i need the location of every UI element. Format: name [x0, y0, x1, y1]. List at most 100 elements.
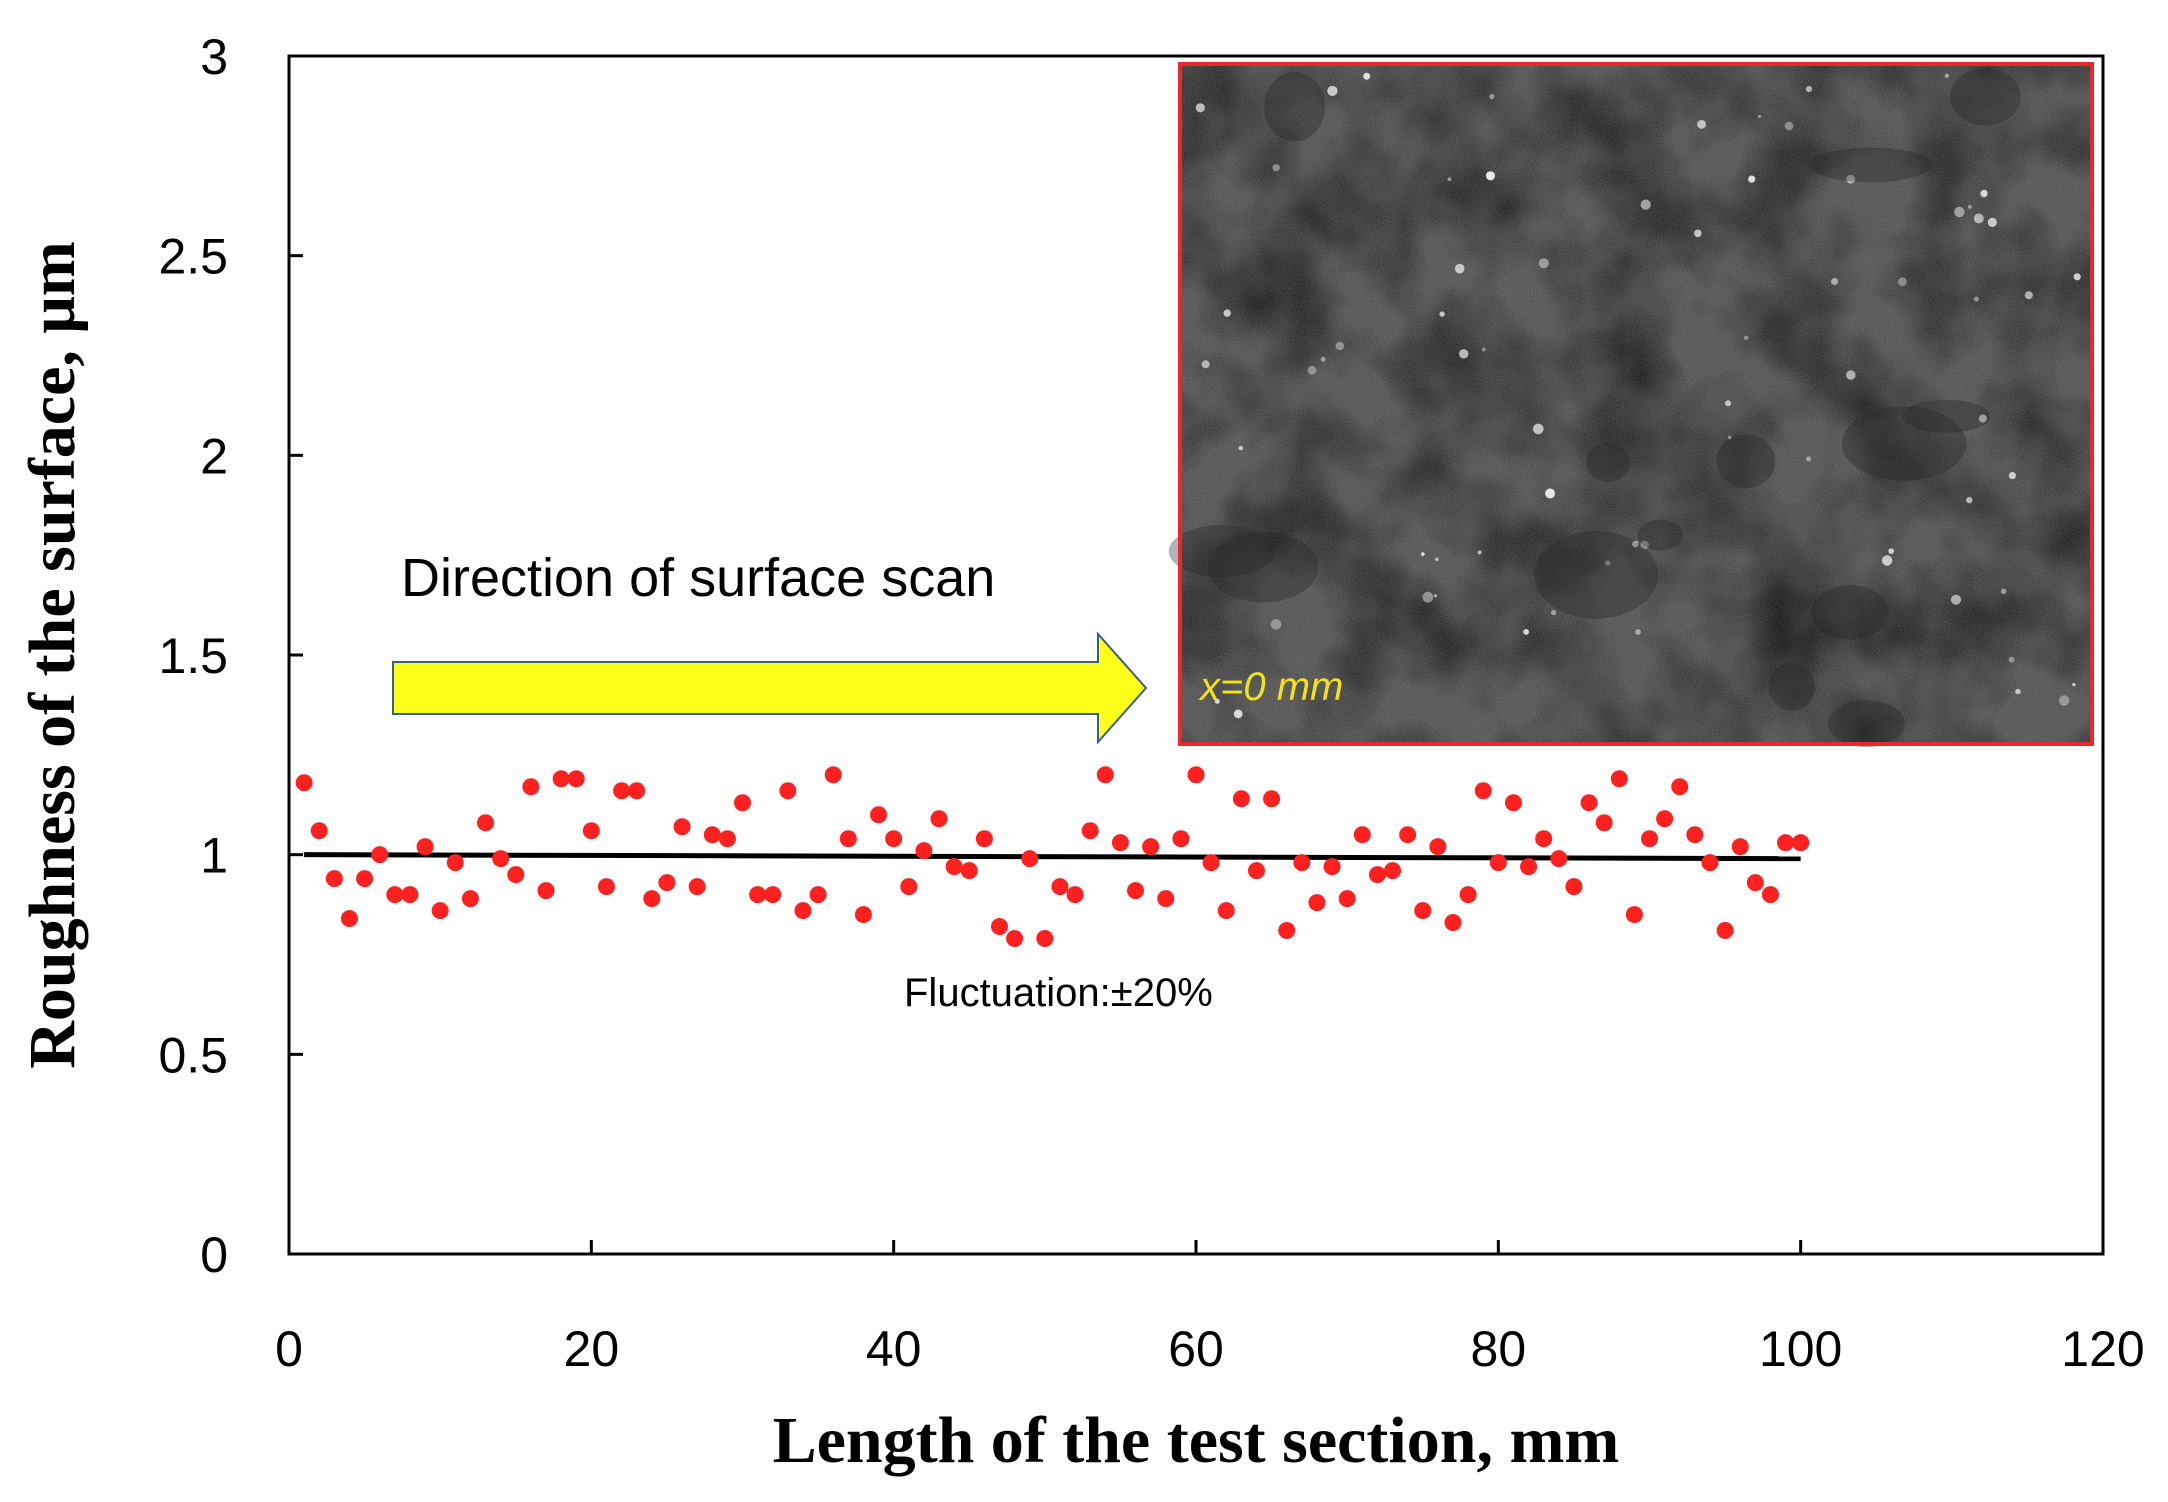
micrograph-speckle — [1697, 120, 1706, 129]
data-point — [567, 770, 585, 788]
data-point — [824, 766, 842, 784]
data-points — [295, 766, 1810, 948]
micrograph-dark-region — [1841, 406, 1967, 481]
data-point — [1006, 930, 1024, 948]
micrograph-speckle — [1635, 629, 1641, 635]
data-point — [477, 814, 495, 832]
data-point — [1157, 890, 1175, 908]
micrograph-speckle — [1881, 555, 1893, 566]
micrograph-speckle — [1233, 709, 1243, 719]
micrograph-speckle — [1320, 356, 1326, 362]
arrow-label: Direction of surface scan — [401, 548, 995, 608]
data-point — [1384, 862, 1402, 880]
data-point — [1202, 854, 1220, 872]
data-point — [1096, 766, 1114, 784]
data-point — [1021, 850, 1039, 868]
data-point — [325, 870, 343, 888]
data-point — [764, 886, 782, 904]
micrograph-speckle — [1454, 263, 1465, 274]
data-point — [1353, 826, 1371, 844]
micrograph-speckle — [1728, 435, 1732, 440]
micrograph-speckle — [1422, 591, 1434, 603]
data-point — [734, 794, 751, 812]
micrograph-dark-region — [1716, 434, 1776, 489]
y-tick-label: 2 — [200, 428, 228, 484]
micrograph-dark-region — [1811, 585, 1889, 640]
micrograph-speckle — [2073, 273, 2081, 281]
data-point — [1142, 838, 1160, 856]
data-point — [1777, 834, 1795, 852]
micrograph-speckle — [1968, 205, 1972, 209]
data-point — [1746, 874, 1764, 892]
micrograph-speckle — [1640, 540, 1649, 550]
micrograph-speckle — [2000, 588, 2007, 595]
y-axis-title: Roughness of the surface, μm — [16, 241, 89, 1069]
mean-trend-line-layer — [304, 852, 1801, 862]
micrograph-speckle — [1433, 594, 1437, 598]
micrograph-speckle — [1523, 629, 1529, 635]
data-point — [1051, 878, 1069, 896]
data-point — [930, 810, 948, 828]
data-point — [371, 846, 389, 864]
data-point — [809, 886, 827, 904]
micrograph-speckle — [1545, 488, 1556, 499]
micrograph-speckle — [1954, 206, 1965, 218]
micrograph-speckle — [1421, 552, 1425, 556]
data-point — [854, 906, 872, 924]
data-point — [1232, 790, 1250, 808]
data-point — [1656, 810, 1674, 828]
data-point — [1263, 790, 1281, 808]
micrograph-speckle — [1632, 540, 1639, 548]
scan-direction-arrow — [392, 631, 1148, 745]
micrograph-speckle — [1888, 548, 1895, 554]
inset-position-label: x=0 mm — [1198, 665, 1343, 709]
data-point — [1368, 866, 1386, 884]
data-point — [794, 902, 812, 920]
micrograph-speckle — [2059, 695, 2070, 706]
data-point — [1731, 838, 1749, 856]
micrograph-dark-region — [1827, 700, 1905, 748]
micrograph-speckle — [1307, 365, 1317, 375]
micrograph-dark-region — [1168, 525, 1275, 578]
data-point — [1550, 850, 1568, 868]
micrograph-speckle — [2072, 683, 2076, 687]
x-tick-label: 60 — [1168, 1321, 1224, 1377]
data-point — [1641, 830, 1658, 848]
data-point — [1520, 858, 1538, 876]
micrograph-speckle — [1831, 277, 1839, 286]
micrograph-speckle — [1223, 309, 1231, 317]
data-point — [1036, 930, 1054, 948]
micrograph-speckle — [1270, 619, 1282, 630]
micrograph-speckle — [1973, 296, 1979, 302]
micrograph-speckle — [1846, 370, 1856, 380]
data-point — [1565, 878, 1583, 896]
data-point — [658, 874, 676, 892]
data-point — [1323, 858, 1341, 876]
data-point — [1081, 822, 1099, 840]
data-point — [507, 866, 525, 884]
micrograph-speckle — [1987, 217, 1997, 227]
data-point — [1217, 902, 1235, 920]
micrograph-speckle — [1201, 360, 1210, 369]
micrograph-dark-region — [1533, 531, 1659, 619]
micrograph-speckle — [1846, 174, 1856, 184]
micrograph-speckle — [1439, 311, 1445, 317]
data-point — [1625, 906, 1643, 924]
micrograph-speckle — [1533, 423, 1544, 435]
micrograph-speckle — [1978, 414, 1987, 423]
micrograph-speckle — [1363, 72, 1371, 80]
data-point — [1338, 890, 1356, 908]
y-tick-label: 1 — [200, 828, 228, 884]
micrograph-speckle — [1805, 86, 1813, 93]
micrograph-dark-region — [1902, 399, 1991, 433]
x-tick-label: 0 — [275, 1321, 303, 1377]
data-point — [295, 774, 313, 792]
data-point — [552, 770, 570, 788]
data-point — [1489, 854, 1507, 872]
micrograph-speckle — [1195, 103, 1205, 113]
data-point — [446, 854, 464, 872]
data-point — [492, 850, 510, 868]
data-point — [522, 778, 540, 796]
micrograph-speckle — [1435, 557, 1439, 561]
data-point — [749, 886, 767, 904]
